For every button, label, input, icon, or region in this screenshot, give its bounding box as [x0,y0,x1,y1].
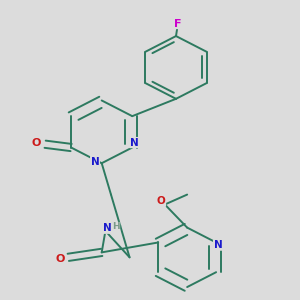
Text: O: O [157,196,166,206]
Text: N: N [103,223,112,233]
Text: H: H [112,222,120,231]
Text: N: N [91,157,99,166]
Text: F: F [174,19,182,28]
Text: O: O [31,138,40,148]
Text: O: O [56,254,65,264]
Text: N: N [130,138,139,148]
Text: N: N [214,240,222,250]
